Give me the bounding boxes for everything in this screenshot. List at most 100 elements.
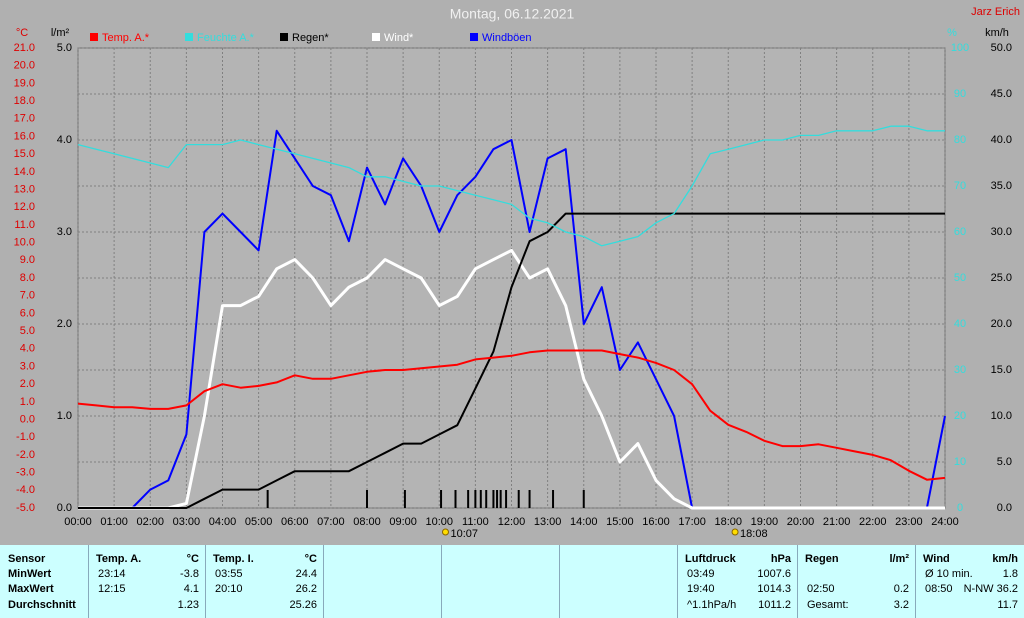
- x-tick-label: 06:00: [281, 516, 309, 528]
- legend-swatch: [372, 33, 380, 41]
- yticks-label: 7.0: [20, 290, 35, 302]
- y2ticks-label: 2.0: [57, 318, 72, 330]
- table-cell: Regen: [805, 553, 839, 565]
- table-cell: 1.23: [177, 599, 199, 611]
- chart: Montag, 06.12.2021 Jarz Erich °C l/m² % …: [14, 6, 1020, 540]
- table-cell: 25.26: [289, 599, 317, 611]
- yticks-label: -5.0: [16, 502, 35, 514]
- yticks-label: -2.0: [16, 449, 35, 461]
- y3ticks-label: 10: [954, 456, 966, 468]
- x-tick-label: 00:00: [64, 516, 92, 528]
- column-divider: [915, 545, 916, 618]
- table-cell: 02:50: [807, 583, 835, 595]
- yticks-label: 1.0: [20, 396, 35, 408]
- table-cell: ^1.1hPa/h: [687, 599, 737, 611]
- yticks-label: 2.0: [20, 378, 35, 390]
- table-cell: 03:55: [215, 568, 243, 580]
- y3ticks-label: 0: [957, 502, 963, 514]
- x-tick-label: 15:00: [606, 516, 634, 528]
- table-cell: 03:49: [687, 568, 715, 580]
- table-cell: 26.2: [295, 583, 317, 595]
- table-cell: Temp. I.: [213, 553, 254, 565]
- column-divider: [88, 545, 89, 618]
- yticks-label: 13.0: [14, 183, 35, 195]
- table-cell: 1011.2: [758, 599, 791, 611]
- y4ticks-label: 10.0: [991, 410, 1012, 422]
- sun-marker: [731, 528, 739, 536]
- x-tick-label: 02:00: [136, 516, 164, 528]
- y4ticks-label: 0.0: [997, 502, 1012, 514]
- column-divider: [559, 545, 560, 618]
- table-cell: 4.1: [183, 583, 199, 595]
- table-cell: Gesamt:: [807, 599, 849, 611]
- legend-swatch: [280, 33, 288, 41]
- series-line: [78, 248, 945, 510]
- annotation-label: 18:08: [740, 528, 768, 540]
- y4ticks-label: 20.0: [991, 318, 1012, 330]
- yticks-label: 8.0: [20, 272, 35, 284]
- author: Jarz Erich: [971, 6, 1020, 18]
- table-cell: 1007.6: [757, 568, 791, 580]
- yticks-label: 10.0: [14, 237, 35, 249]
- column-divider: [797, 545, 798, 618]
- x-tick-label: 13:00: [534, 516, 562, 528]
- table-cell: Wind: [923, 553, 950, 565]
- table-cell: MinWert: [8, 568, 52, 580]
- y-axis-unit: °C: [16, 27, 28, 39]
- y3ticks-label: 90: [954, 88, 966, 100]
- y4ticks-label: 25.0: [991, 272, 1012, 284]
- y4-axis-unit: km/h: [985, 27, 1009, 39]
- x-tick-label: 05:00: [245, 516, 273, 528]
- table-cell: 24.4: [295, 568, 317, 580]
- stats-table: Sensor MinWert MaxWert Durchschnitt Temp. A.…: [0, 545, 1024, 618]
- y3ticks-label: 70: [954, 180, 966, 192]
- table-cell: 20:10: [215, 583, 243, 595]
- yticks-label: 21.0: [14, 42, 35, 54]
- yticks-label: 15.0: [14, 148, 35, 160]
- y4ticks-label: 5.0: [997, 456, 1012, 468]
- yticks-label: 5.0: [20, 325, 35, 337]
- y4ticks-label: 40.0: [991, 134, 1012, 146]
- legend-label: Feuchte A.*: [197, 32, 255, 44]
- y2ticks-label: 0.0: [57, 502, 72, 514]
- annotation-label: 10:07: [450, 528, 478, 540]
- x-tick-label: 04:00: [209, 516, 237, 528]
- x-tick-label: 11:00: [462, 516, 489, 528]
- y3ticks-label: 40: [954, 318, 966, 330]
- yticks-label: 9.0: [20, 254, 35, 266]
- table-cell: 08:50: [925, 583, 953, 595]
- yticks-label: -1.0: [16, 431, 35, 443]
- x-tick-label: 17:00: [678, 516, 706, 528]
- x-tick-label: 20:00: [787, 516, 815, 528]
- yticks-label: 6.0: [20, 307, 35, 319]
- legend-label: Regen*: [292, 32, 329, 44]
- table-cell: Ø 10 min.: [925, 568, 973, 580]
- y3ticks-label: 30: [954, 364, 966, 376]
- table-cell: °C: [186, 553, 199, 565]
- column-divider: [677, 545, 678, 618]
- y4ticks-label: 15.0: [991, 364, 1012, 376]
- table-cell: N-NW 36.2: [963, 583, 1018, 595]
- x-tick-label: 10:00: [425, 516, 453, 528]
- table-cell: MaxWert: [8, 583, 54, 595]
- table-cell: 3.2: [893, 599, 909, 611]
- y2ticks-label: 3.0: [57, 226, 72, 238]
- table-cell: 23:14: [98, 568, 126, 580]
- table-cell: 1.8: [1002, 568, 1018, 580]
- table-cell: hPa: [770, 553, 791, 565]
- column-divider: [205, 545, 206, 618]
- table-cell: Luftdruck: [685, 553, 736, 565]
- y3ticks-label: 100: [951, 42, 969, 54]
- column-divider: [323, 545, 324, 618]
- yticks-label: 16.0: [14, 130, 35, 142]
- y3ticks-label: 20: [954, 410, 966, 422]
- legend-label: Windböen: [482, 32, 532, 44]
- y2-axis-unit: l/m²: [51, 27, 70, 39]
- yticks-label: 17.0: [14, 113, 35, 125]
- table-cell: 12:15: [98, 583, 126, 595]
- y2ticks-label: 5.0: [57, 42, 72, 54]
- table-cell: 0.2: [893, 583, 909, 595]
- x-tick-label: 18:00: [714, 516, 742, 528]
- x-tick-label: 03:00: [173, 516, 201, 528]
- legend-label: Wind*: [384, 32, 414, 44]
